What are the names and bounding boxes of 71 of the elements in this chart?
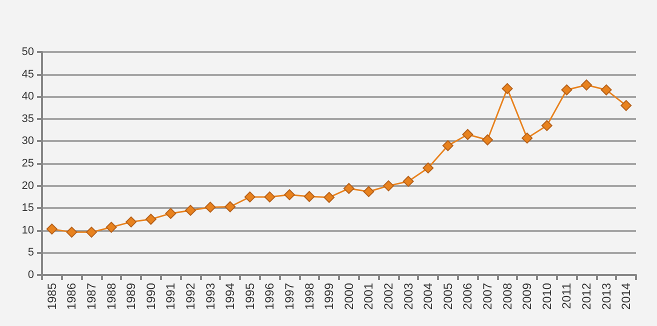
x-tick-label: 2013 (599, 282, 614, 310)
point (402, 176, 414, 187)
point (383, 180, 394, 192)
point (422, 162, 434, 174)
x-tick-label: 1985 (44, 282, 59, 310)
x-tick-label: 1999 (322, 282, 336, 310)
x-tick-label: 2009 (520, 282, 534, 310)
x-tick-label: 1989 (124, 282, 138, 310)
x-tick-label: 1996 (262, 282, 277, 310)
y-tick-label: 35 (22, 112, 34, 125)
point (264, 191, 276, 202)
x-tick-label: 1988 (104, 282, 118, 310)
y-tick-label: 15 (22, 202, 34, 214)
y-tick-label: 5 (28, 246, 34, 259)
x-tick-label: 2005 (440, 282, 455, 310)
x-tick-label: 2003 (401, 282, 416, 310)
point (165, 208, 176, 219)
point (46, 224, 58, 235)
y-tick-label: 20 (22, 180, 34, 192)
point (620, 100, 632, 112)
x-tick-label: 1995 (242, 282, 257, 310)
point (581, 80, 592, 91)
point (304, 191, 315, 202)
point (284, 189, 295, 200)
point (482, 134, 493, 146)
point (522, 132, 533, 144)
point (185, 204, 196, 216)
x-tick-label: 1997 (282, 282, 296, 310)
point (442, 140, 454, 152)
x-tick-label: 2002 (382, 282, 396, 310)
x-tick-label: 1993 (203, 282, 218, 310)
x-tick-label: 1991 (164, 282, 178, 310)
x-tick-label: 1986 (64, 282, 79, 310)
point (541, 120, 552, 132)
x-tick-label: 2000 (342, 282, 356, 310)
y-tick-label: 50 (22, 46, 34, 58)
point (204, 202, 216, 213)
point (324, 192, 335, 203)
y-tick-label: 0 (28, 269, 34, 281)
x-tick-label: 2010 (540, 282, 554, 310)
x-tick-label: 1998 (302, 282, 316, 310)
y-tick-label: 10 (22, 224, 34, 236)
point (106, 222, 117, 233)
point (600, 84, 612, 96)
x-tick-label: 2014 (619, 282, 634, 310)
point (126, 216, 137, 228)
y-tick-label: 45 (22, 68, 34, 80)
point (502, 83, 513, 94)
x-tick-label: 2001 (362, 282, 376, 310)
point (462, 129, 474, 140)
x-tick-label: 2012 (580, 282, 594, 310)
y-tick-label: 30 (22, 135, 34, 148)
point (224, 201, 236, 212)
x-tick-label: 2006 (460, 282, 475, 310)
point (244, 191, 256, 202)
point (66, 226, 78, 238)
point (561, 84, 572, 96)
y-tick-label: 25 (22, 158, 34, 170)
point (343, 182, 354, 194)
x-tick-label: 2008 (500, 282, 514, 310)
point (363, 186, 374, 198)
y-tick-label: 40 (22, 90, 34, 103)
x-tick-label: 1992 (184, 282, 198, 310)
x-tick-label: 1994 (223, 282, 238, 310)
x-tick-label: 2011 (560, 282, 574, 309)
point (86, 226, 97, 238)
point (145, 214, 156, 225)
x-tick-label: 1987 (84, 282, 98, 310)
x-tick-label: 1990 (144, 282, 158, 310)
x-tick-label: 2004 (421, 282, 436, 310)
x-tick-label: 2007 (480, 282, 494, 310)
